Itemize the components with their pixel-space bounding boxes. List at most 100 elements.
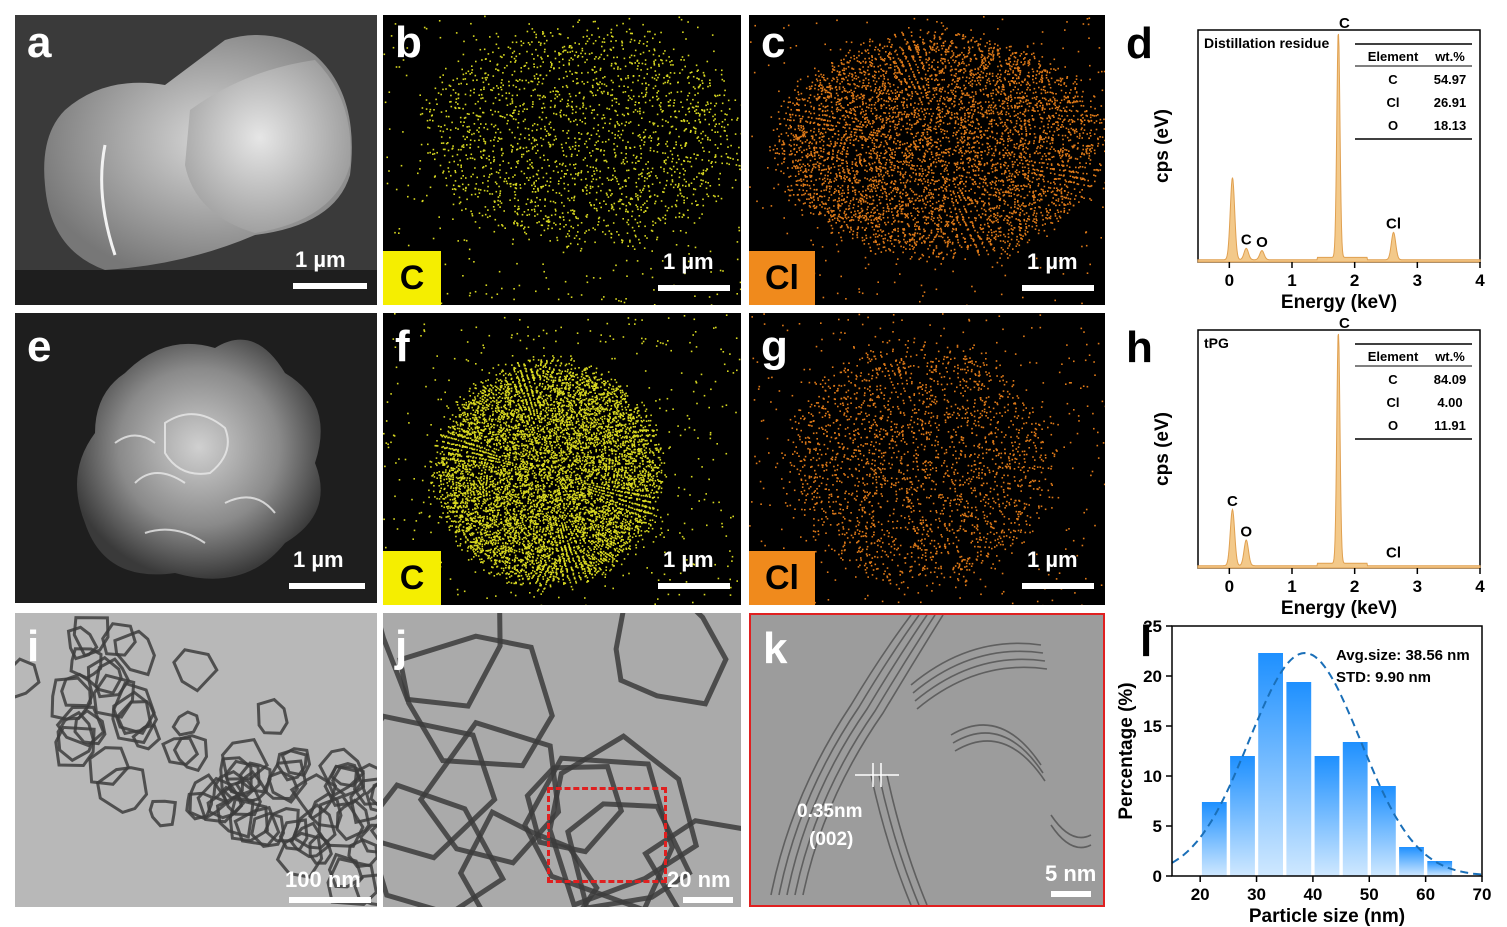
y-axis-label: Percentage (%) [1116,682,1137,819]
x-tick-label: 4 [1475,577,1485,596]
x-tick-label: 4 [1475,271,1485,290]
x-tick-label: 2 [1350,271,1359,290]
element-label-box: C [383,251,441,305]
table-cell: O [1388,418,1398,433]
tem-particles-image [15,613,377,907]
carbon-eds-map [383,15,741,305]
table-cell: 54.97 [1434,72,1467,87]
panel-k-hrtem-image: k 0.35nm (002) 5 nm [749,613,1105,907]
histogram-bar [1371,786,1396,876]
x-tick-label: 40 [1303,885,1322,904]
spectrum-area [1197,333,1481,569]
table-cell: 84.09 [1434,372,1467,387]
panel-label: f [395,322,410,371]
region-of-interest-box [547,787,667,883]
panel-label: a [27,18,52,67]
scale-bar-label: 5 nm [1045,861,1097,886]
scale-bar [1051,891,1091,897]
table-header: Element [1368,349,1419,364]
panel-a-sem-image: a 1 µm [15,15,377,305]
panel-label: g [761,322,788,371]
panel-label: k [763,624,788,673]
y-tick-label: 25 [1143,617,1162,636]
histogram-bar [1230,756,1255,876]
element-label-box: Cl [749,251,815,305]
panel-label: j [395,622,408,671]
y-tick-label: 20 [1143,667,1162,686]
sem-flake-image [15,15,377,305]
eds-spectrum-chart: 0 1 2 3 4 Energy (keV) cps (eV) Distillation re… [1152,15,1485,312]
scale-bar [1022,583,1094,589]
panel-d-eds-spectrum: d 0 1 2 3 4 Energy (keV) cps (eV) Distillation … [1110,12,1502,312]
panel-e-sem-image: e 1 µm [15,313,377,603]
histogram-bar [1286,682,1312,876]
scale-bar-label: 100 nm [285,867,361,892]
table-cell: 11.91 [1434,418,1466,433]
panel-label: d [1126,19,1153,68]
x-tick-label: 50 [1360,885,1379,904]
histogram-bar [1342,742,1368,876]
panel-i-tem-image: i 100 nm [15,613,377,907]
peak-label: O [1256,234,1268,251]
table-header: Element [1368,49,1419,64]
table-cell: 26.91 [1434,95,1467,110]
panel-label: l [1140,617,1153,666]
scale-bar [658,583,730,589]
scale-bar [658,285,730,291]
carbon-eds-map [383,313,741,605]
statistics-annotation: STD: 9.90 nm [1336,669,1431,686]
peak-label: C [1227,493,1238,510]
table-cell: C [1388,72,1398,87]
table-cell: Cl [1387,395,1400,410]
y-axis-label: cps (eV) [1152,412,1173,486]
peak-label: Cl [1386,216,1401,233]
plot-frame [1171,625,1483,877]
scale-bar [289,583,365,589]
scale-bar-label: 20 nm [667,867,731,892]
panel-label: c [761,18,786,67]
panel-j-tem-image: j 20 nm [383,613,741,907]
scale-bar [1022,285,1094,291]
scale-bar-label: 1 µm [295,247,346,272]
peak-label: C [1339,15,1350,32]
table-header: wt.% [1434,349,1465,364]
y-tick-label: 0 [1153,867,1162,886]
x-tick-label: 0 [1225,271,1234,290]
lattice-spacing-label: 0.35nm [797,801,863,822]
hrtem-lattice-fringes-image [751,615,1103,905]
panel-b-carbon-map: b C 1 µm [383,15,741,305]
lattice-plane-label: (002) [809,829,854,850]
panel-label: i [27,622,40,671]
y-axis-label: cps (eV) [1152,109,1173,183]
peak-label: C [1241,232,1252,249]
panel-label: e [27,322,52,371]
x-tick-label: 70 [1473,885,1492,904]
statistics-annotation: Avg.size: 38.56 nm [1336,647,1470,664]
x-axis-label: Energy (keV) [1281,598,1397,618]
particle-size-histogram: 20 30 40 50 60 70 0 5 10 15 20 25 Particle size (nm)… [1116,617,1492,927]
x-axis-label: Particle size (nm) [1249,906,1405,927]
scale-bar-label: 1 µm [663,249,714,274]
scale-bar-label: 1 µm [1027,547,1078,572]
y-tick-label: 10 [1143,767,1162,786]
y-tick-label: 5 [1153,817,1162,836]
chlorine-eds-map [749,313,1105,605]
panel-l-size-histogram: l 20 30 40 50 60 70 0 5 10 15 20 25 Particle size (n… [1110,612,1502,927]
chart-title: tPG [1204,335,1229,351]
x-tick-label: 30 [1247,885,1266,904]
scale-bar-label: 1 µm [1027,249,1078,274]
chlorine-eds-map [749,16,1105,305]
chart-title: Distillation residue [1204,35,1329,51]
histogram-bar [1399,847,1424,876]
table-cell: O [1388,118,1398,133]
x-tick-label: 1 [1287,577,1296,596]
panel-h-eds-spectrum: h 0 1 2 3 4 Energy (keV) cps (eV) tPG C O C Cl Eleme… [1110,312,1502,618]
table-header: wt.% [1434,49,1465,64]
panel-label: b [395,18,422,67]
y-tick-label: 15 [1143,717,1162,736]
tem-particles-image [383,613,741,907]
scale-bar-label: 1 µm [663,547,714,572]
panel-label: h [1126,323,1153,372]
x-tick-label: 1 [1287,271,1296,290]
